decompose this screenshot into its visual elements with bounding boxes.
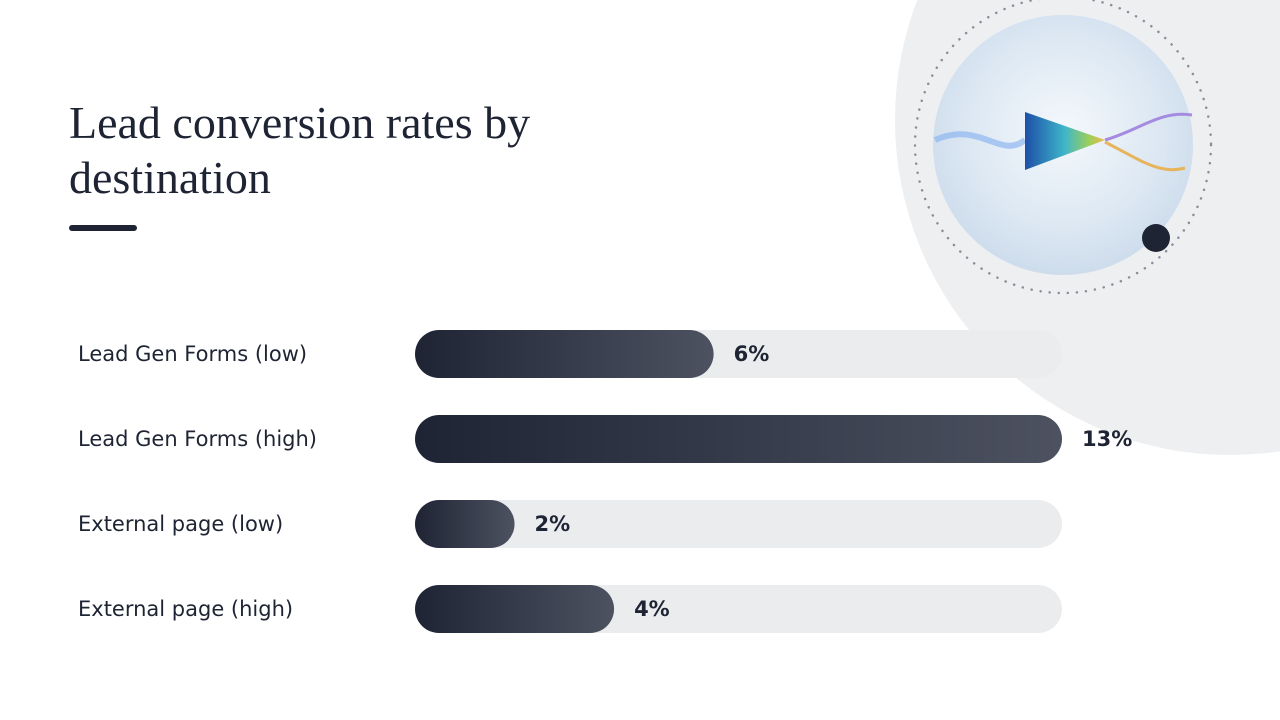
- accent-dot: [1142, 224, 1170, 252]
- bar: [415, 330, 714, 378]
- category-label: External page (high): [78, 597, 293, 621]
- bar: [415, 500, 515, 548]
- bar-chart: Lead Gen Forms (low) 6% Lead Gen Forms (hi…: [78, 330, 1132, 633]
- title-underline: [69, 225, 137, 231]
- bar: [415, 585, 615, 633]
- value-label: 2%: [535, 512, 571, 536]
- category-label: External page (low): [78, 512, 283, 536]
- category-label: Lead Gen Forms (high): [78, 427, 317, 451]
- value-label: 4%: [634, 597, 670, 621]
- decoration: [895, 0, 1280, 455]
- stream: [1104, 140, 1186, 172]
- category-label: Lead Gen Forms (low): [78, 342, 307, 366]
- value-label: 6%: [734, 342, 770, 366]
- dotted-ring: [913, 0, 1213, 295]
- value-label: 13%: [1082, 427, 1132, 451]
- chart-title: Lead conversion rates by destination: [69, 97, 530, 203]
- stream: [1104, 112, 1193, 142]
- stream: [933, 131, 1027, 149]
- funnel: [1025, 112, 1105, 170]
- bar: [415, 415, 1062, 463]
- bar-track: [415, 500, 1062, 548]
